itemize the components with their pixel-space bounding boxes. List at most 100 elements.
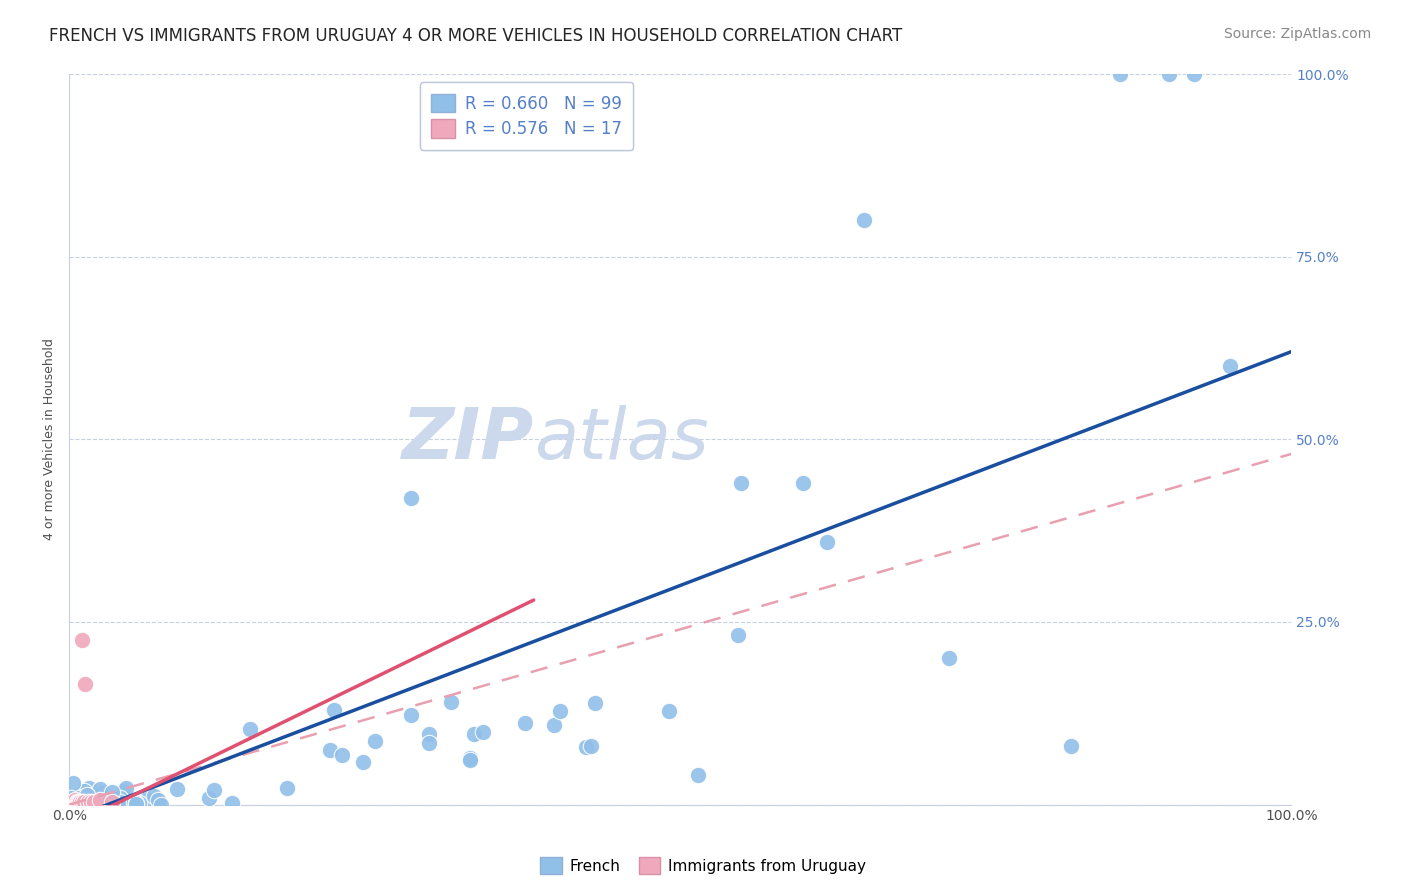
Point	[458, 753, 481, 767]
Point	[93, 790, 115, 805]
Point	[63, 797, 86, 812]
Point	[66, 794, 89, 808]
Point	[65, 790, 87, 805]
Point	[60, 793, 83, 807]
Point	[84, 797, 107, 811]
Point	[75, 796, 97, 810]
Point	[91, 786, 114, 800]
Point	[471, 724, 494, 739]
Point	[86, 795, 108, 809]
Point	[60, 792, 83, 806]
Point	[1109, 67, 1132, 81]
Point	[65, 789, 87, 804]
Point	[115, 780, 138, 795]
Point	[727, 628, 749, 642]
Point	[938, 651, 960, 665]
Point	[66, 795, 89, 809]
Point	[792, 476, 814, 491]
Point	[66, 791, 89, 805]
Point	[418, 727, 440, 741]
Point	[221, 796, 243, 810]
Point	[107, 792, 129, 806]
Point	[136, 791, 159, 805]
Point	[60, 796, 83, 810]
Point	[65, 793, 87, 807]
Text: ZIP: ZIP	[402, 405, 534, 474]
Point	[82, 793, 104, 807]
Point	[330, 747, 353, 762]
Point	[1219, 359, 1241, 374]
Point	[543, 717, 565, 731]
Point	[128, 796, 150, 810]
Point	[73, 797, 96, 812]
Point	[463, 727, 485, 741]
Point	[94, 788, 117, 802]
Point	[815, 534, 838, 549]
Point	[93, 795, 115, 809]
Point	[75, 677, 97, 691]
Point	[364, 734, 387, 748]
Point	[852, 213, 875, 227]
Point	[108, 795, 131, 809]
Point	[83, 796, 105, 810]
Point	[143, 789, 166, 804]
Point	[146, 792, 169, 806]
Point	[166, 781, 188, 796]
Point	[62, 775, 84, 789]
Point	[69, 796, 91, 810]
Point	[1182, 67, 1205, 81]
Point	[80, 796, 103, 810]
Point	[579, 739, 602, 754]
Text: atlas: atlas	[534, 405, 709, 474]
Point	[66, 797, 89, 812]
Point	[352, 755, 374, 769]
Point	[101, 796, 124, 810]
Point	[399, 708, 422, 723]
Point	[730, 476, 752, 491]
Point	[67, 796, 90, 810]
Point	[69, 796, 91, 810]
Text: Source: ZipAtlas.com: Source: ZipAtlas.com	[1223, 27, 1371, 41]
Point	[66, 796, 89, 810]
Point	[75, 793, 97, 807]
Point	[125, 796, 148, 810]
Point	[112, 784, 135, 798]
Point	[70, 796, 93, 810]
Point	[583, 696, 606, 710]
Point	[73, 796, 96, 810]
Point	[65, 789, 87, 804]
Point	[198, 790, 221, 805]
Point	[1159, 67, 1181, 81]
Point	[401, 491, 423, 505]
Point	[70, 794, 93, 808]
Point	[77, 781, 100, 796]
Point	[89, 782, 111, 797]
Point	[440, 695, 463, 709]
Point	[125, 797, 148, 812]
Point	[87, 796, 110, 810]
Point	[69, 794, 91, 808]
Point	[319, 743, 342, 757]
Point	[100, 795, 122, 809]
Point	[59, 790, 82, 805]
Y-axis label: 4 or more Vehicles in Household: 4 or more Vehicles in Household	[44, 338, 56, 541]
Point	[688, 768, 710, 782]
Point	[75, 796, 97, 810]
Point	[276, 780, 298, 795]
Point	[76, 792, 98, 806]
Point	[94, 796, 117, 810]
Point	[418, 735, 440, 749]
Point	[76, 796, 98, 810]
Point	[108, 790, 131, 805]
Point	[202, 783, 225, 797]
Point	[69, 795, 91, 809]
Text: FRENCH VS IMMIGRANTS FROM URUGUAY 4 OR MORE VEHICLES IN HOUSEHOLD CORRELATION CH: FRENCH VS IMMIGRANTS FROM URUGUAY 4 OR M…	[49, 27, 903, 45]
Point	[82, 792, 104, 806]
Legend: French, Immigrants from Uruguay: French, Immigrants from Uruguay	[534, 851, 872, 880]
Point	[73, 796, 96, 810]
Point	[575, 739, 598, 754]
Point	[658, 704, 681, 718]
Point	[548, 704, 571, 718]
Point	[101, 784, 124, 798]
Point	[149, 797, 172, 812]
